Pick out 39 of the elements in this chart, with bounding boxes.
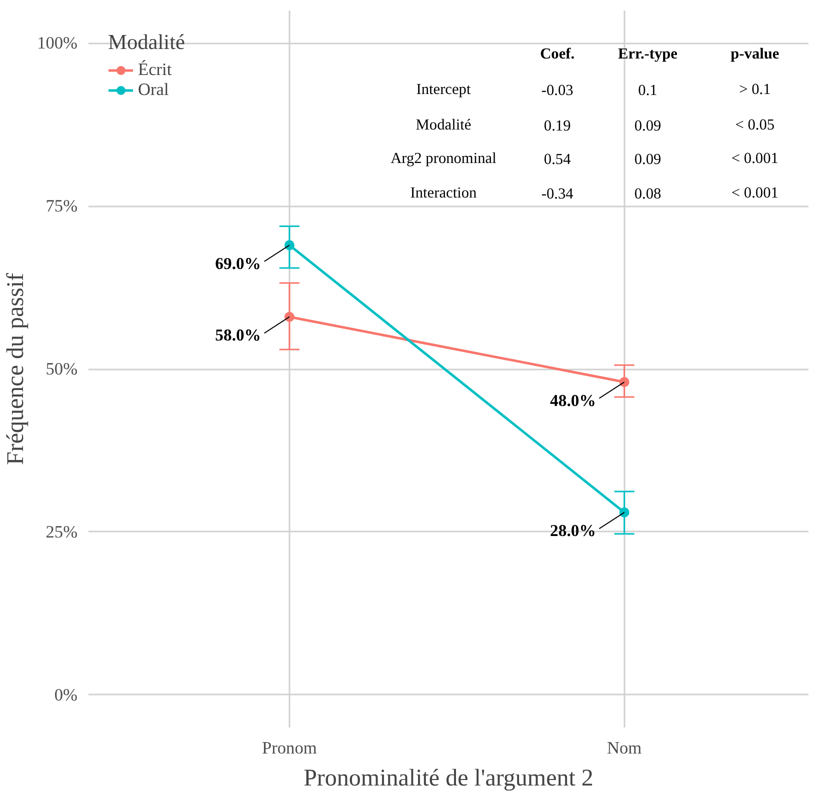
y-axis-title: Fréquence du passif bbox=[3, 273, 30, 465]
data-label: 58.0% bbox=[215, 326, 261, 345]
annotation: Coef. bbox=[540, 46, 575, 63]
y-tick-label: 100% bbox=[37, 34, 78, 53]
x-tick-label: Nom bbox=[606, 738, 642, 758]
data-label: 48.0% bbox=[550, 390, 596, 410]
annotation: -0.03 bbox=[541, 82, 574, 99]
legend-title: Modalité bbox=[108, 30, 186, 55]
legend-label: Oral bbox=[138, 80, 169, 100]
annotation: 0.09 bbox=[634, 150, 662, 168]
annotation: 0.19 bbox=[544, 118, 572, 135]
annotation: Intercept bbox=[416, 80, 472, 98]
point bbox=[284, 312, 294, 322]
x-axis-title: Pronominalité de l'argument 2 bbox=[304, 766, 594, 792]
y-tick-label: 0% bbox=[54, 685, 78, 704]
point bbox=[619, 507, 630, 518]
y-tick-label: 50% bbox=[46, 360, 78, 378]
annotation: Interaction bbox=[410, 184, 478, 202]
point bbox=[619, 377, 630, 388]
annotation: > 0.1 bbox=[739, 80, 771, 98]
annotation: 0.54 bbox=[544, 150, 572, 168]
data-label: 28.0% bbox=[550, 521, 596, 540]
annotation: < 0.001 bbox=[731, 184, 778, 202]
annotation: 0.08 bbox=[634, 186, 662, 203]
annotation: < 0.001 bbox=[731, 150, 778, 167]
annotation: 0.1 bbox=[638, 82, 658, 99]
y-tick-label: 25% bbox=[46, 522, 78, 542]
annotation: Err.-type bbox=[618, 46, 678, 63]
annotation: < 0.05 bbox=[735, 116, 775, 134]
x-tick-label: Pronom bbox=[262, 738, 318, 758]
annotation: Modalité bbox=[416, 116, 472, 134]
annotation: 0.09 bbox=[634, 118, 662, 135]
data-label: 69.0% bbox=[215, 254, 261, 273]
point bbox=[284, 240, 294, 250]
annotation: -0.34 bbox=[541, 186, 574, 203]
annotation: p-value bbox=[730, 46, 780, 63]
y-tick-label: 75% bbox=[46, 196, 78, 216]
legend-label: Écrit bbox=[138, 60, 172, 80]
annotation: Arg2 pronominal bbox=[390, 150, 496, 167]
